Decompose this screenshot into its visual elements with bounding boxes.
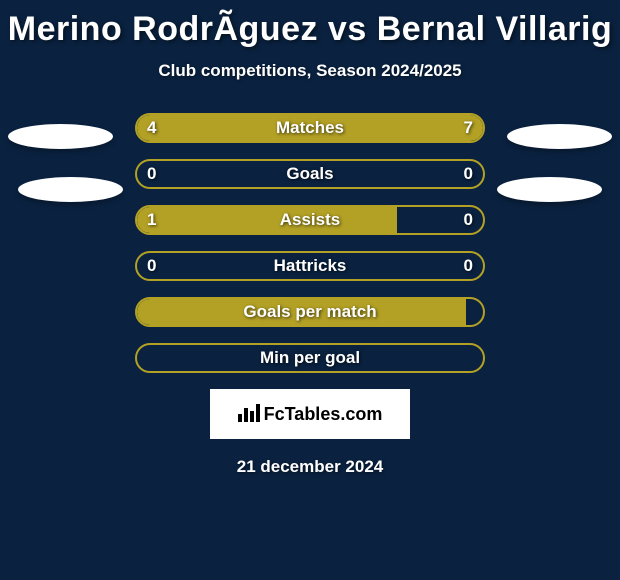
side-ellipse (497, 177, 602, 202)
stat-bar: 00Goals (135, 159, 485, 189)
bar-chart-icon (238, 402, 260, 427)
bar-label: Min per goal (135, 343, 485, 373)
bars-area: 47Matches 00Goals 10Assists 00Hattricks Goal… (0, 113, 620, 373)
bar-label: Hattricks (135, 251, 485, 281)
logo: FcTables.com (238, 402, 383, 427)
subtitle: Club competitions, Season 2024/2025 (0, 61, 620, 81)
bar-label: Assists (135, 205, 485, 235)
date: 21 december 2024 (0, 457, 620, 477)
stat-bar: Min per goal (135, 343, 485, 373)
stat-bar: Goals per match (135, 297, 485, 327)
stat-bar: 00Hattricks (135, 251, 485, 281)
stat-bar: 10Assists (135, 205, 485, 235)
logo-box: FcTables.com (210, 389, 410, 439)
side-ellipse (18, 177, 123, 202)
side-ellipse (507, 124, 612, 149)
bar-label: Goals (135, 159, 485, 189)
side-ellipse (8, 124, 113, 149)
bar-label: Matches (135, 113, 485, 143)
stat-bar: 47Matches (135, 113, 485, 143)
page-title: Merino RodrÃ­guez vs Bernal Villarig (0, 0, 620, 49)
bar-label: Goals per match (135, 297, 485, 327)
logo-text: FcTables.com (264, 404, 383, 425)
